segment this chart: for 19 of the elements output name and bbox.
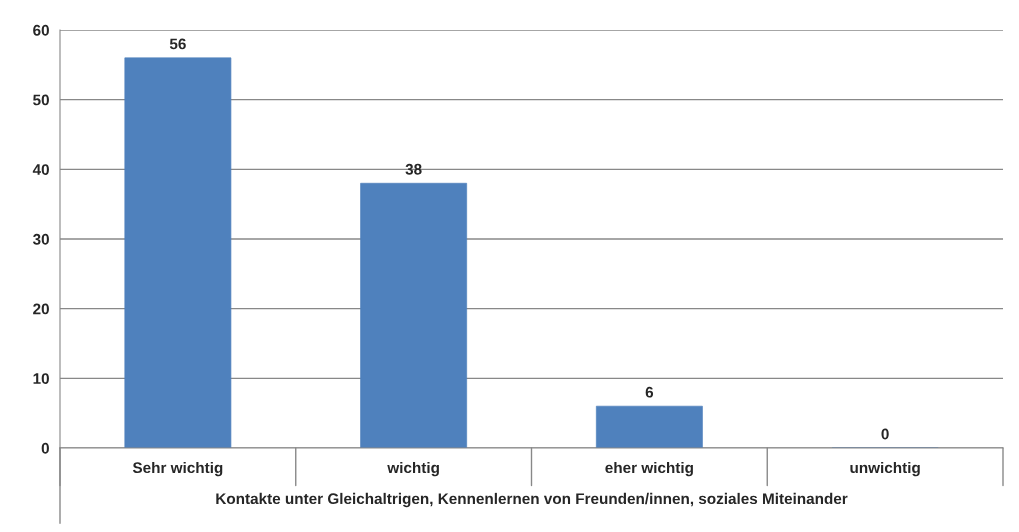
x-tick-label: Sehr wichtig [132, 461, 223, 477]
bar [124, 57, 232, 448]
bar [360, 182, 468, 448]
y-tick-label: 20 [33, 303, 49, 315]
bar [595, 405, 703, 448]
x-tick-label: unwichtig [850, 461, 920, 477]
y-tick-label: 10 [33, 373, 49, 385]
x-tick-label: eher wichtig [605, 461, 693, 477]
data-label: 56 [169, 38, 186, 50]
y-tick-label: 40 [32, 164, 49, 176]
data-label: 6 [645, 386, 654, 398]
x-tick-label: wichtig [387, 461, 439, 477]
y-tick-label: 50 [33, 94, 49, 106]
y-tick-label: 30 [32, 233, 49, 245]
data-label: 38 [405, 163, 422, 175]
y-tick-label: 0 [41, 442, 49, 454]
y-tick-label: 60 [33, 24, 49, 36]
data-label: 0 [881, 428, 889, 440]
x-axis-title: Kontakte unter Gleichaltrigen, Kennenlernen von Freunden/innen, soziales Miteinander [216, 492, 848, 508]
